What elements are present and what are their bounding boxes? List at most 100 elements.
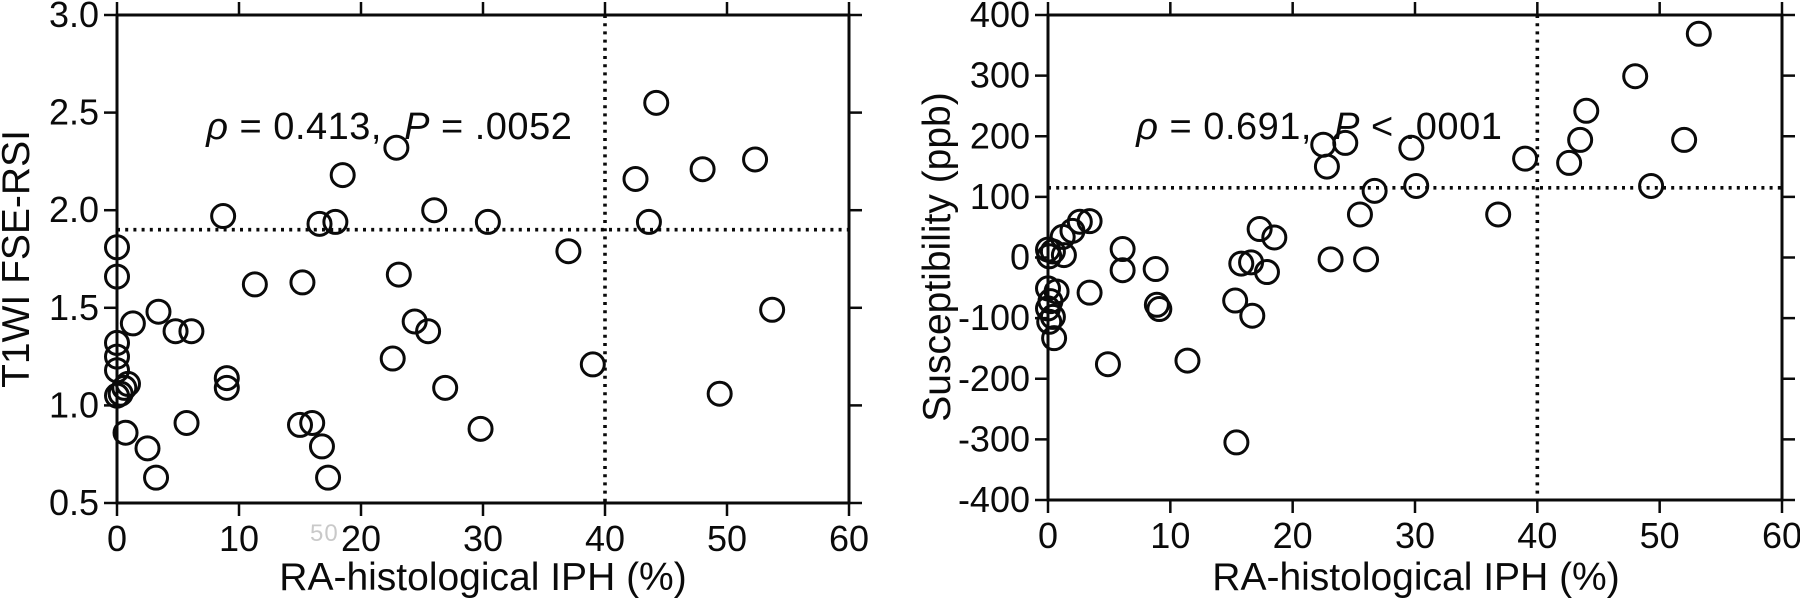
right-correlation-annotation: ρ = 0.691, P < .0001 [1092,63,1502,192]
right-x-tick-label: 0 [1038,515,1058,556]
left-data-point [134,435,161,462]
right-data-point [1143,291,1170,318]
left-data-point [415,318,442,345]
left-data-point [241,271,268,298]
left-data-point [104,329,130,356]
left-data-point [119,310,146,337]
left-data-point [401,308,428,335]
left-y-tick-label: 2.5 [49,92,99,133]
left-y-tick-label: 3.0 [49,0,99,35]
right-data-point [1239,302,1266,329]
right-y-tick-label: 100 [970,176,1030,217]
p-value-text: < .0001 [1359,106,1503,148]
right-x-axis-title: RA-histological IPH (%) [1212,556,1620,599]
left-y-tick-label: 0.5 [49,482,99,523]
left-data-point [383,134,410,161]
left-data-point [104,263,130,290]
right-x-tick-label: 20 [1273,515,1313,556]
left-data-point [308,433,335,460]
rho-value-text: = 0.413, [228,106,405,148]
left-x-tick-label: 10 [219,518,259,559]
right-y-tick-label: 0 [1010,237,1030,278]
right-data-point [1403,172,1430,199]
left-y-tick-label: 1.5 [49,287,99,328]
left-data-point [421,197,448,224]
left-y-axis-title: T1WI FSE-RSI [0,130,38,388]
p-value-text: = .0052 [429,106,573,148]
right-data-point [1076,279,1103,306]
left-data-point [114,370,141,397]
ghost-artifact-text: 50 [310,520,339,547]
left-data-point [213,365,240,392]
right-data-point [1109,236,1136,263]
left-data-point [467,415,494,442]
left-y-tick-label: 2.0 [49,189,99,230]
right-data-point [1332,129,1359,156]
left-data-point [306,210,333,237]
right-y-tick-label: -400 [958,479,1030,520]
right-data-point [1109,257,1136,284]
rho-value-text: = 0.691, [1158,106,1335,148]
right-data-point [1671,126,1698,153]
left-data-point [706,380,733,407]
right-data-point [1361,177,1388,204]
left-data-point [104,234,130,261]
left-data-point [555,238,582,265]
right-data-point [1223,429,1250,456]
right-y-tick-label: 300 [970,55,1030,96]
right-x-tick-label: 50 [1640,515,1680,556]
left-data-point [210,203,237,230]
right-y-tick-label: -200 [958,358,1030,399]
rho-symbol: ρ [206,106,229,148]
left-data-point [742,146,769,173]
left-x-axis-title: RA-histological IPH (%) [279,556,687,599]
left-x-tick-label: 50 [707,518,747,559]
right-data-point [1039,303,1066,330]
right-data-point [1485,201,1512,228]
right-data-point [1228,250,1255,277]
right-x-tick-label: 30 [1395,515,1435,556]
right-data-point [1146,296,1173,323]
left-data-point [385,261,412,288]
left-data-point [579,351,606,378]
left-data-point [474,208,501,235]
right-data-point [1174,347,1201,374]
right-data-point [1036,308,1063,335]
left-data-point [622,165,649,192]
right-data-point [1050,242,1077,269]
right-data-point [1638,172,1665,199]
right-x-tick-label: 60 [1762,515,1800,556]
left-data-point [287,411,313,438]
left-data-point [379,345,406,372]
right-data-point [1246,216,1273,243]
right-x-tick-label: 10 [1150,515,1190,556]
right-data-point [1261,224,1288,251]
right-data-point [1685,20,1712,47]
left-data-point [635,208,662,235]
right-y-tick-label: -300 [958,418,1030,459]
left-x-tick-label: 40 [585,518,625,559]
right-data-point [1253,259,1280,286]
right-data-point [1353,246,1380,273]
p-symbol: P [404,106,430,148]
left-data-point [299,409,326,436]
right-data-point [1036,243,1063,270]
left-data-point [689,156,716,183]
right-data-point [1066,208,1093,235]
right-data-point [1313,153,1340,180]
left-x-tick-label: 20 [341,518,381,559]
left-data-point [111,374,138,401]
left-correlation-annotation: ρ = 0.413, P = .0052 [162,63,572,192]
left-x-tick-label: 30 [463,518,503,559]
left-x-tick-label: 0 [107,518,127,559]
left-data-point [432,374,459,401]
right-y-tick-label: -100 [958,297,1030,338]
left-data-point [643,89,670,116]
right-data-point [1041,325,1068,352]
left-data-point [145,298,172,325]
left-data-point [213,374,240,401]
right-data-point [1094,351,1121,378]
left-x-tick-label: 60 [829,518,869,559]
